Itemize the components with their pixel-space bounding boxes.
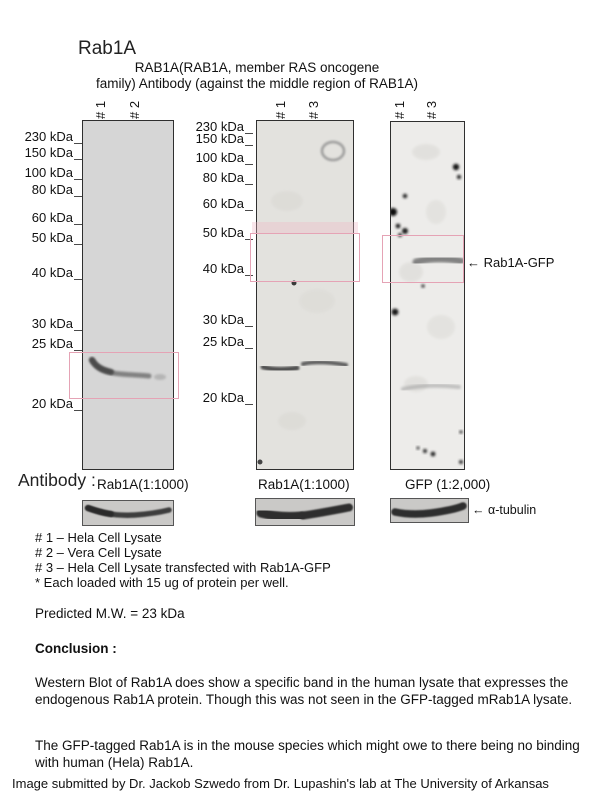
mw-mid-60: 60 kDa	[172, 196, 253, 211]
mw-mid-230: 230 kDa	[172, 119, 253, 134]
tubulin-strip-blot1	[82, 500, 174, 526]
blot1-lane1-label: # 1	[93, 100, 108, 119]
blot2-antibody-label: Rab1A(1:1000)	[258, 477, 350, 492]
tubulin-band	[256, 503, 353, 521]
speck	[257, 459, 263, 465]
mw-left-230: 230 kDa	[0, 129, 82, 144]
legend-lane1: # 1 – Hela Cell Lysate	[35, 530, 162, 545]
highlight-box-blot3	[382, 235, 464, 283]
mw-mid-50: 50 kDa	[172, 225, 253, 240]
mw-mid-40: 40 kDa	[172, 261, 253, 276]
mw-tick	[245, 207, 253, 211]
mw-tick	[74, 327, 82, 331]
tubulin-strip-blot2	[255, 498, 355, 526]
rab1a-gfp-arrow-label: ← Rab1A-GFP	[467, 255, 555, 270]
tubulin-band	[85, 505, 172, 518]
mw-tick	[74, 176, 82, 180]
blot2-lane2-label: # 3	[306, 100, 321, 119]
mw-tick	[74, 140, 82, 144]
mw-tick	[245, 323, 253, 327]
blot1-membrane	[82, 120, 174, 470]
antibody-subtitle: RAB1A(RAB1A, member RAS oncogene family)…	[74, 60, 440, 92]
mw-mid-80: 80 kDa	[172, 170, 253, 185]
mw-tick	[245, 401, 253, 405]
mw-tick	[245, 181, 253, 185]
figure-title: Rab1A	[78, 38, 137, 59]
band-rab1a-lane3	[301, 360, 348, 367]
highlight-box-blot2	[250, 233, 360, 282]
mw-left-30: 30 kDa	[0, 316, 82, 331]
mw-left-100: 100 kDa	[0, 165, 82, 180]
conclusion-heading: Conclusion :	[35, 641, 117, 656]
mw-left-20: 20 kDa	[0, 396, 82, 411]
blot3-lane2-label: # 3	[424, 100, 439, 119]
mw-left-150: 150 kDa	[0, 145, 82, 160]
band-rab1a-gfp	[412, 255, 464, 266]
mw-left-25: 25 kDa	[0, 336, 82, 351]
blot2-membrane	[256, 120, 354, 470]
highlight-box-blot1	[69, 352, 179, 399]
antibody-row-label: Antibody :	[18, 470, 96, 490]
mw-mid-150: 150 kDa	[172, 131, 253, 146]
blot3-antibody-label: GFP (1:2,000)	[405, 477, 491, 492]
membrane-mottling	[271, 191, 335, 430]
mw-tick	[245, 345, 253, 349]
mw-tick	[245, 161, 253, 165]
artifact-ring	[320, 140, 346, 162]
alpha-tubulin-arrow-label: ← α-tubulin	[472, 503, 537, 517]
mw-tick	[245, 130, 253, 134]
mw-mid-100: 100 kDa	[172, 150, 253, 165]
mw-tick	[74, 276, 82, 280]
blot3-bands	[391, 144, 464, 464]
highlight-stripe-blot2	[252, 222, 358, 233]
band-rab1a-lane1-dark	[89, 357, 114, 375]
mw-tick	[245, 236, 253, 240]
blot3-lane1-label: # 1	[392, 100, 407, 119]
blot2-lane1-label: # 1	[273, 100, 288, 119]
antibody-subtitle-line1: RAB1A(RAB1A, member RAS oncogene	[134, 60, 380, 75]
band-faint-lower	[401, 383, 461, 391]
mw-left-80: 80 kDa	[0, 182, 82, 197]
mw-tick	[74, 156, 82, 160]
mw-tick	[74, 193, 82, 197]
mw-left-60: 60 kDa	[0, 210, 82, 225]
conclusion-paragraph-1: Western Blot of Rab1A does show a specif…	[35, 675, 573, 707]
submission-credit: Image submitted by Dr. Jackob Szwedo fro…	[12, 776, 549, 791]
mw-mid-20: 20 kDa	[172, 390, 253, 405]
debris-specks	[391, 163, 463, 464]
legend-lane2: # 2 – Vera Cell Lysate	[35, 545, 162, 560]
mw-mid-30: 30 kDa	[172, 312, 253, 327]
blot1-antibody-label: Rab1A(1:1000)	[97, 477, 189, 492]
antibody-subtitle-line2: family) Antibody (against the middle reg…	[96, 76, 418, 91]
blot1-lane2-label: # 2	[127, 100, 142, 119]
band-rab1a-lane1	[260, 364, 300, 372]
mw-tick	[74, 241, 82, 245]
legend-loading-note: * Each loaded with 15 ug of protein per …	[35, 575, 289, 590]
band-rab1a-lane2-faint	[154, 374, 166, 380]
blot3-membrane	[390, 121, 465, 470]
mw-mid-25: 25 kDa	[172, 334, 253, 349]
mw-tick	[245, 272, 253, 276]
conclusion-paragraph-2: The GFP-tagged Rab1A is in the mouse spe…	[35, 738, 580, 770]
tubulin-band	[391, 502, 467, 518]
legend-lane3: # 3 – Hela Cell Lysate transfected with …	[35, 560, 331, 575]
mw-tick	[245, 142, 253, 146]
tubulin-strip-blot3	[390, 498, 469, 523]
mw-tick	[74, 221, 82, 225]
blot1-bands	[89, 357, 166, 380]
mw-tick	[74, 407, 82, 411]
mw-left-40: 40 kDa	[0, 265, 82, 280]
blot2-bands	[257, 140, 348, 465]
mw-left-50: 50 kDa	[0, 230, 82, 245]
mw-tick	[74, 347, 82, 351]
predicted-mw: Predicted M.W. = 23 kDa	[35, 606, 185, 621]
